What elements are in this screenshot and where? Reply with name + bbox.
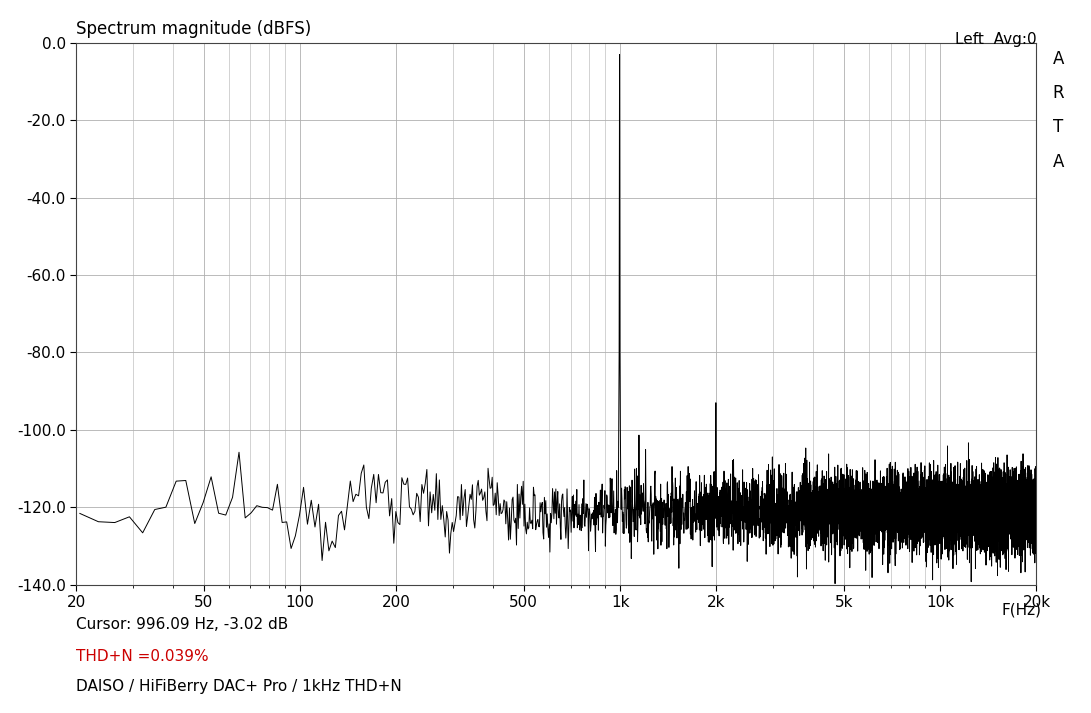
Text: THD+N =0.039%: THD+N =0.039% [76,649,209,664]
Text: DAISO / HiFiBerry DAC+ Pro / 1kHz THD+N: DAISO / HiFiBerry DAC+ Pro / 1kHz THD+N [76,679,403,694]
Text: F(Hz): F(Hz) [1002,602,1042,617]
Text: A: A [1053,153,1064,170]
Text: Cursor: 996.09 Hz, -3.02 dB: Cursor: 996.09 Hz, -3.02 dB [76,617,289,632]
Text: Left  Avg:0: Left Avg:0 [955,32,1036,47]
Text: R: R [1053,84,1065,102]
Text: Spectrum magnitude (dBFS): Spectrum magnitude (dBFS) [76,21,312,39]
Text: A: A [1053,50,1064,68]
Text: T: T [1053,118,1063,136]
